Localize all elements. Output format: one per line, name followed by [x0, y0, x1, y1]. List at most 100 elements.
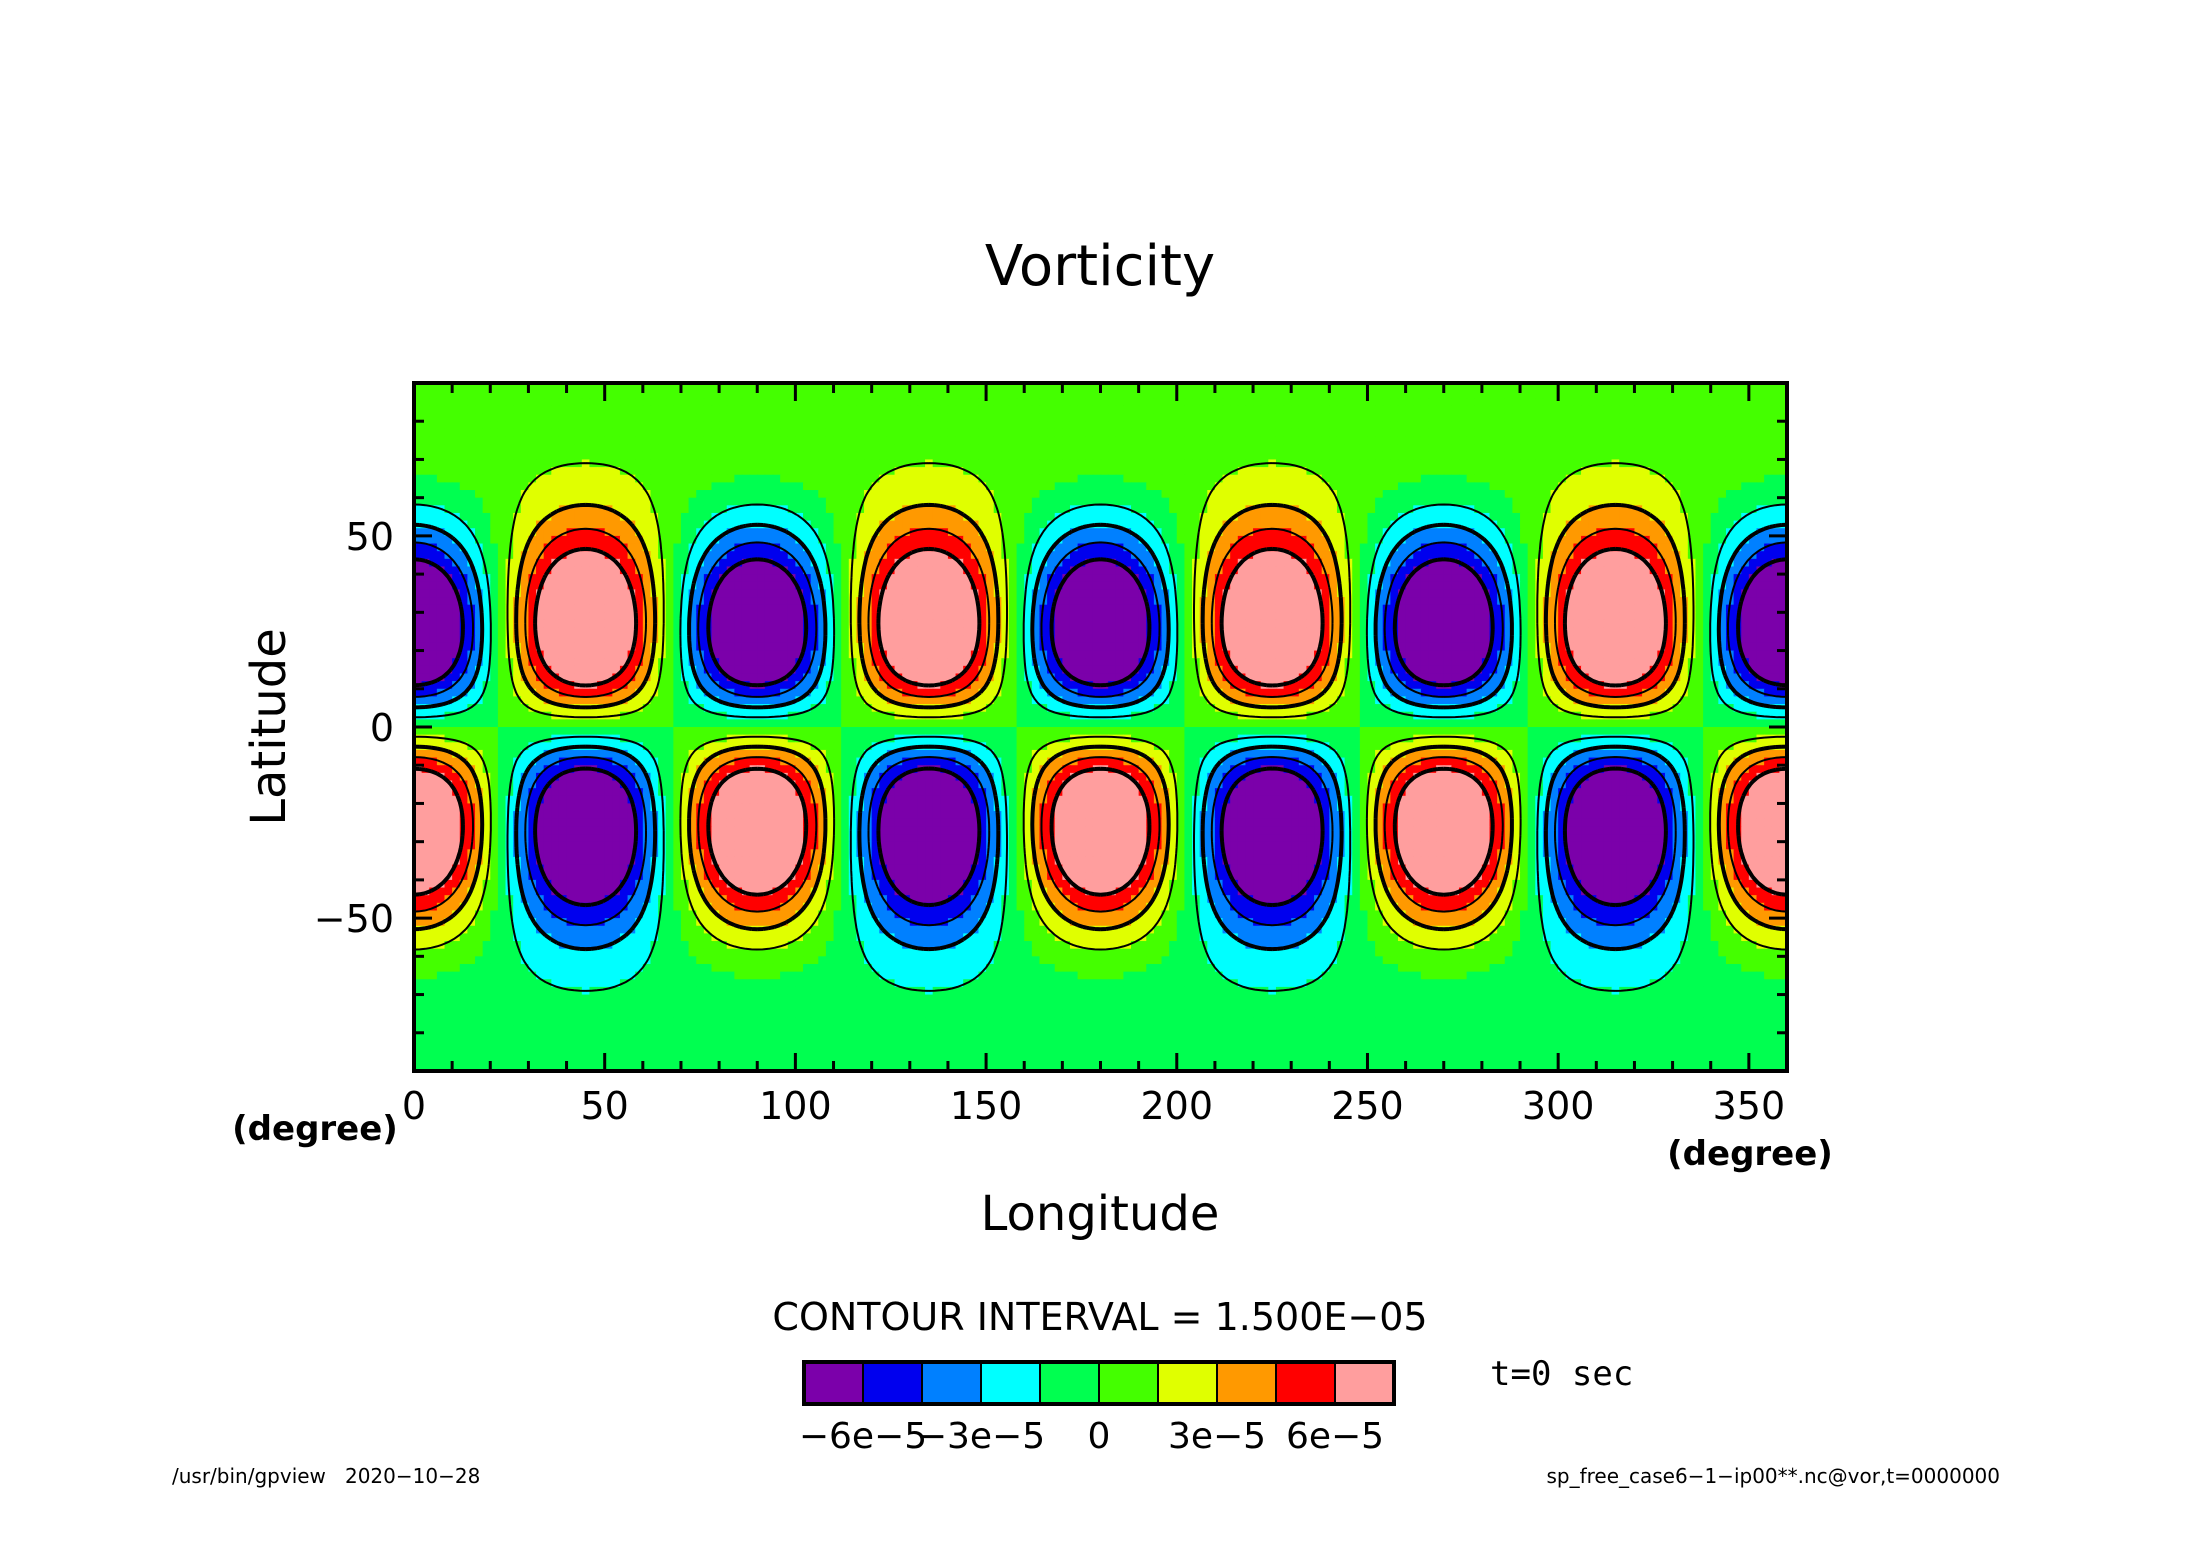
- contour-cell: [642, 398, 652, 407]
- contour-cell: [612, 398, 621, 407]
- contour-cell: [1535, 474, 1544, 483]
- contour-cell: [1664, 482, 1674, 491]
- contour-cell: [1657, 436, 1666, 445]
- contour-cell: [1306, 398, 1315, 407]
- contour-cell: [1283, 413, 1292, 422]
- contour-cell: [734, 398, 743, 407]
- contour-cell: [818, 574, 827, 583]
- contour-cell: [1146, 512, 1155, 522]
- contour-cell: [1214, 413, 1224, 422]
- contour-cell: [925, 474, 934, 483]
- contour-cell: [658, 482, 667, 491]
- contour-cell: [482, 383, 491, 392]
- contour-cell: [1184, 490, 1193, 499]
- contour-cell: [1466, 512, 1475, 522]
- contour-cell: [1382, 551, 1391, 560]
- contour-cell: [1756, 413, 1765, 422]
- contour-cell: [757, 543, 766, 552]
- contour-cell: [1733, 551, 1742, 560]
- contour-cell: [711, 421, 720, 430]
- contour-cell: [818, 390, 827, 399]
- contour-cell: [1703, 512, 1712, 522]
- contour-cell: [1436, 512, 1445, 522]
- contour-cell: [1092, 589, 1102, 598]
- contour-cell: [475, 566, 484, 575]
- contour-cell: [1131, 581, 1140, 590]
- contour-cell: [925, 558, 934, 568]
- contour-cell: [986, 528, 995, 537]
- contour-cell: [1131, 566, 1140, 575]
- contour-cell: [993, 528, 1002, 537]
- contour-cell: [1146, 528, 1155, 537]
- contour-cell: [475, 467, 484, 476]
- contour-cell: [1390, 512, 1399, 522]
- contour-cell: [1214, 436, 1224, 445]
- contour-cell: [1359, 490, 1369, 499]
- contour-cell: [1687, 467, 1697, 476]
- contour-cell: [1520, 474, 1529, 483]
- contour-cell: [1268, 405, 1277, 415]
- contour-cell: [597, 535, 606, 545]
- contour-cell: [1664, 558, 1674, 568]
- contour-cell: [772, 421, 781, 430]
- contour-cell: [1741, 474, 1750, 483]
- contour-cell: [429, 520, 438, 529]
- contour-cell: [1550, 474, 1559, 483]
- contour-cell: [1199, 528, 1208, 537]
- contour-cell: [993, 467, 1002, 476]
- contour-cell: [604, 436, 613, 445]
- contour-cell: [978, 405, 987, 415]
- contour-cell: [741, 558, 751, 568]
- contour-cell: [1222, 535, 1231, 545]
- contour-cell: [1558, 505, 1567, 514]
- contour-cell: [467, 589, 476, 598]
- contour-cell: [757, 467, 766, 476]
- contour-cell: [581, 451, 591, 461]
- contour-cell: [986, 459, 995, 468]
- contour-cell: [1077, 467, 1086, 476]
- contour-cell: [1077, 551, 1086, 560]
- contour-cell: [993, 413, 1002, 422]
- contour-cell: [787, 566, 796, 575]
- contour-cell: [864, 413, 873, 422]
- contour-cell: [764, 421, 774, 430]
- contour-cell: [1138, 413, 1147, 422]
- contour-cell: [1253, 558, 1262, 568]
- contour-cell: [421, 589, 430, 598]
- contour-cell: [1123, 482, 1132, 491]
- contour-cell: [1481, 413, 1491, 422]
- contour-cell: [1764, 444, 1773, 453]
- contour-cell: [1581, 467, 1590, 476]
- contour-cell: [1031, 474, 1041, 483]
- contour-cell: [658, 383, 667, 392]
- contour-cell: [1420, 383, 1430, 392]
- contour-cell: [1062, 383, 1071, 392]
- contour-cell: [414, 405, 423, 415]
- contour-cell: [1275, 566, 1285, 575]
- contour-cell: [574, 421, 583, 430]
- contour-cell: [1176, 444, 1186, 453]
- contour-cell: [1649, 405, 1658, 415]
- contour-cell: [536, 467, 545, 476]
- contour-cell: [1481, 428, 1491, 438]
- contour-cell: [604, 543, 613, 552]
- contour-cell: [1764, 543, 1773, 552]
- contour-cell: [619, 581, 629, 590]
- contour-cell: [597, 444, 606, 453]
- contour-cell: [1031, 558, 1041, 568]
- contour-cell: [1283, 574, 1292, 583]
- contour-cell: [688, 497, 697, 506]
- contour-cell: [1245, 428, 1254, 438]
- contour-cell: [482, 528, 491, 537]
- contour-cell: [604, 451, 613, 461]
- contour-cell: [1047, 520, 1056, 529]
- contour-cell: [1550, 505, 1559, 514]
- contour-cell: [925, 520, 934, 529]
- contour-cell: [490, 558, 499, 568]
- contour-cell: [1527, 581, 1536, 590]
- contour-cell: [1108, 467, 1117, 476]
- contour-cell: [1741, 413, 1750, 422]
- contour-cell: [1520, 482, 1529, 491]
- contour-cell: [627, 459, 636, 468]
- contour-cell: [978, 474, 987, 483]
